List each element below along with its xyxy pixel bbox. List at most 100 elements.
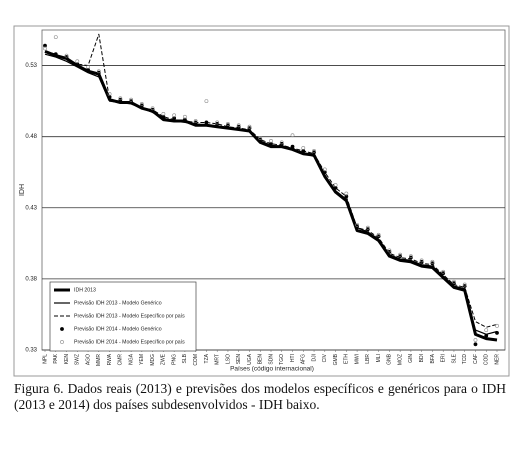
x-tick-label: MDG bbox=[150, 354, 156, 366]
series-marker bbox=[495, 331, 499, 335]
x-tick-label: CIV bbox=[322, 353, 328, 362]
series-marker bbox=[452, 279, 456, 284]
series-marker bbox=[172, 116, 177, 121]
series-marker bbox=[419, 258, 424, 263]
series-marker bbox=[484, 333, 489, 338]
series-marker bbox=[226, 121, 230, 126]
legend-label: IDH 2013 bbox=[74, 287, 96, 293]
x-tick-label: TZA bbox=[204, 353, 210, 363]
y-tick-label: 0.33 bbox=[25, 348, 37, 354]
x-tick-label: PAK bbox=[53, 353, 59, 363]
series-marker bbox=[333, 185, 338, 190]
series-marker bbox=[139, 102, 144, 106]
series-marker bbox=[290, 144, 295, 149]
series-marker bbox=[53, 35, 58, 40]
x-tick-label: ZWE bbox=[161, 353, 167, 365]
series-marker bbox=[473, 338, 478, 342]
series-marker bbox=[301, 148, 306, 153]
series-marker bbox=[387, 248, 392, 253]
series-marker bbox=[183, 114, 187, 119]
series-marker bbox=[290, 133, 295, 138]
x-tick-label: MRT bbox=[215, 354, 221, 365]
series-marker bbox=[43, 46, 47, 51]
x-tick-label: NGA bbox=[128, 353, 134, 365]
series-marker bbox=[279, 140, 284, 145]
x-tick-label: CAF bbox=[473, 354, 479, 364]
series-marker bbox=[301, 146, 306, 150]
series-marker bbox=[161, 114, 166, 119]
series-marker bbox=[484, 328, 489, 332]
series-marker bbox=[86, 65, 90, 69]
series-marker bbox=[247, 124, 252, 129]
x-tick-label: CMR bbox=[118, 354, 124, 366]
series-marker bbox=[269, 141, 273, 146]
series-marker bbox=[322, 170, 327, 175]
y-axis-label: IDH bbox=[19, 184, 26, 196]
x-tick-label: TGO bbox=[279, 354, 285, 365]
series-marker bbox=[409, 254, 413, 259]
series-marker bbox=[344, 194, 349, 199]
series-marker bbox=[441, 269, 446, 274]
series-marker bbox=[322, 167, 327, 172]
y-tick-label: 0.43 bbox=[25, 205, 37, 211]
series-marker bbox=[236, 123, 241, 128]
series-marker bbox=[204, 120, 209, 125]
x-tick-label: GNB bbox=[387, 353, 393, 365]
x-axis-label: Países (código internacional) bbox=[230, 366, 314, 373]
x-tick-label: SEN bbox=[236, 354, 242, 365]
series-marker bbox=[161, 112, 166, 116]
series-marker bbox=[129, 97, 133, 102]
x-tick-label: KEN bbox=[64, 354, 70, 365]
series-marker bbox=[43, 43, 47, 48]
figure-caption: Figura 6. Dados reais (2013) e previsões… bbox=[14, 381, 506, 412]
series-marker bbox=[172, 113, 177, 118]
x-tick-label: MWI bbox=[354, 354, 360, 364]
series-marker bbox=[118, 96, 123, 101]
legend-swatch bbox=[60, 327, 64, 331]
x-tick-label: AGO bbox=[85, 354, 91, 365]
series-marker bbox=[64, 53, 69, 58]
y-tick-label: 0.48 bbox=[25, 134, 37, 140]
legend-swatch bbox=[60, 340, 64, 344]
x-tick-label: TCD bbox=[462, 354, 468, 365]
series-marker bbox=[398, 252, 403, 257]
x-tick-label: SLB bbox=[182, 353, 188, 363]
series-marker bbox=[183, 117, 187, 122]
x-tick-label: RWA bbox=[107, 353, 113, 365]
legend-label: Previsão IDH 2014 - Modelo Genérico bbox=[74, 326, 162, 332]
x-tick-label: MOZ bbox=[397, 354, 403, 365]
series-marker bbox=[462, 282, 467, 287]
series-marker bbox=[365, 225, 370, 230]
x-tick-label: NPL bbox=[42, 354, 48, 364]
series-marker bbox=[204, 99, 209, 104]
y-tick-label: 0.38 bbox=[25, 276, 37, 282]
x-tick-label: ERI bbox=[441, 354, 447, 362]
x-tick-label: GIN bbox=[408, 354, 414, 363]
x-tick-label: NER bbox=[494, 354, 500, 365]
series-marker bbox=[312, 148, 316, 153]
x-tick-label: BDI bbox=[419, 354, 425, 362]
series-marker bbox=[258, 136, 263, 140]
series-marker bbox=[53, 52, 58, 57]
x-tick-label: BEN bbox=[258, 354, 264, 365]
series-marker bbox=[495, 323, 499, 328]
x-tick-label: SLE bbox=[451, 353, 457, 363]
x-tick-label: AFG bbox=[301, 354, 307, 364]
chart-frame bbox=[13, 25, 510, 377]
chart: IDH Países (código internacional) 0.33 0.… bbox=[13, 25, 510, 377]
x-tick-label: GMB bbox=[333, 353, 339, 365]
series-marker bbox=[107, 92, 112, 96]
y-tick-label: 0.53 bbox=[25, 63, 37, 69]
series-marker bbox=[376, 232, 381, 237]
x-tick-label: SDN bbox=[268, 354, 274, 365]
series-marker bbox=[107, 94, 112, 99]
x-tick-label: DJI bbox=[311, 354, 317, 362]
series-marker bbox=[86, 67, 90, 72]
series-marker bbox=[344, 191, 349, 196]
series-marker bbox=[333, 183, 338, 187]
x-tick-label: UGA bbox=[247, 353, 253, 365]
x-tick-label: MLI bbox=[376, 354, 382, 362]
series-marker bbox=[96, 69, 101, 74]
x-tick-label: YEM bbox=[139, 354, 145, 365]
